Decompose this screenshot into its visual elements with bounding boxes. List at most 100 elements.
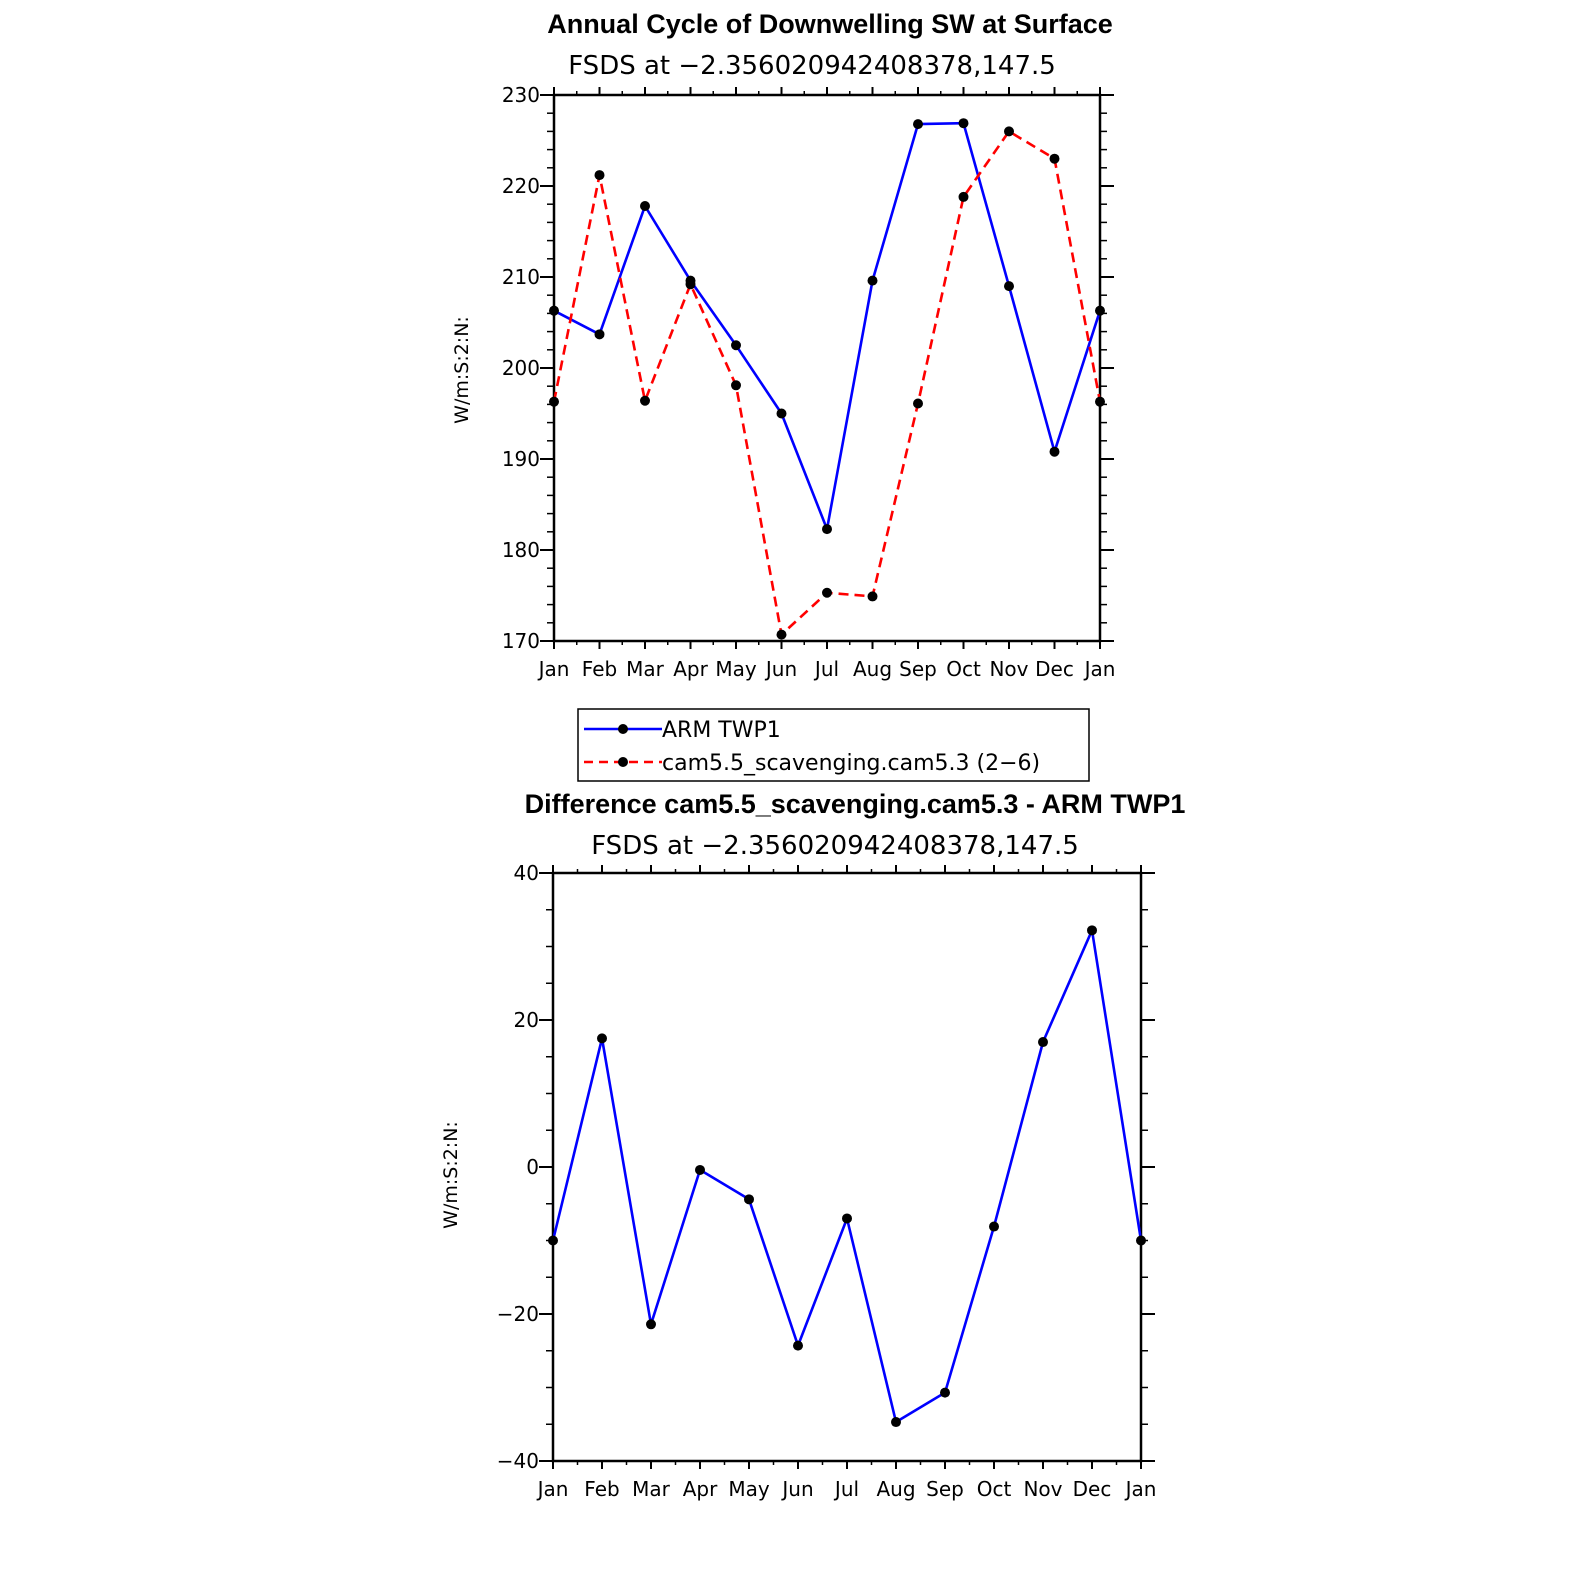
data-point — [1095, 396, 1105, 407]
plot-frame: Jan Feb Mar Apr May Jun Jul Aug Sep Oct Nov Dec Jan 1… — [502, 83, 1116, 681]
y-axis-label: W/m:S:2:N: — [440, 1121, 462, 1229]
x-tick-label: Jan — [537, 657, 570, 681]
y-tick-label: 200 — [502, 356, 540, 380]
series-group — [548, 925, 1146, 1428]
x-tick-label: Apr — [683, 1477, 718, 1501]
y-tick-label: 230 — [502, 83, 540, 107]
legend-label: cam5.5_scavenging.cam5.3 (2−6) — [662, 751, 1040, 776]
data-point — [640, 201, 650, 212]
data-point — [793, 1340, 803, 1351]
plot-frame: Jan Feb Mar Apr May Jun Jul Aug Sep Oct Nov Dec Jan −… — [497, 861, 1157, 1501]
data-point — [891, 1417, 901, 1428]
y-tick-label: 190 — [502, 447, 540, 471]
data-point — [867, 591, 878, 602]
plot-border — [552, 93, 1102, 643]
data-point — [958, 118, 969, 129]
data-point — [548, 1235, 558, 1246]
x-tick-label: Oct — [946, 657, 981, 681]
x-tick-label: Jun — [764, 657, 797, 681]
data-point — [594, 329, 605, 340]
data-point — [597, 1033, 607, 1044]
legend-swatch-marker — [618, 724, 628, 734]
x-tick-label: Oct — [977, 1477, 1012, 1501]
data-point — [822, 587, 832, 598]
y-tick-label: −20 — [497, 1302, 539, 1326]
plot-border — [551, 871, 1143, 1463]
data-point — [646, 1319, 656, 1330]
x-tick-label: Apr — [673, 657, 708, 681]
x-tick-label: Sep — [899, 657, 937, 681]
data-point — [1004, 281, 1014, 292]
x-tick-label: Aug — [853, 657, 892, 681]
x-tick-label: Jan — [1083, 657, 1116, 681]
x-tick-label: Sep — [926, 1477, 964, 1501]
chart-title: Difference cam5.5_scavenging.cam5.3 - AR… — [525, 789, 1186, 819]
y-tick-label: 0 — [526, 1155, 539, 1179]
x-tick-label: May — [715, 657, 757, 681]
data-point — [640, 395, 650, 406]
data-point — [776, 408, 787, 419]
difference-panel: Difference cam5.5_scavenging.cam5.3 - AR… — [440, 789, 1185, 1501]
x-tick-label: Dec — [1035, 657, 1074, 681]
y-tick-label: 40 — [514, 861, 539, 885]
data-point — [685, 279, 696, 290]
data-point — [695, 1164, 705, 1175]
y-axis-label: W/m:S:2:N: — [451, 316, 473, 424]
chart-title: Annual Cycle of Downwelling SW at Surfac… — [547, 9, 1113, 39]
data-point — [989, 1221, 999, 1232]
data-point — [842, 1213, 852, 1224]
data-point — [913, 119, 923, 130]
x-tick-label: May — [728, 1477, 770, 1501]
y-tick-label: −40 — [497, 1449, 539, 1473]
data-point — [958, 191, 969, 202]
data-point — [744, 1194, 754, 1205]
series-line-1 — [553, 121, 1102, 531]
data-point — [1049, 153, 1060, 164]
data-point — [776, 629, 787, 640]
series-group — [549, 118, 1105, 640]
x-tick-label: Mar — [626, 657, 665, 681]
x-tick-label: Nov — [989, 657, 1028, 681]
data-point — [1049, 446, 1060, 457]
data-point — [549, 305, 559, 316]
data-point — [731, 380, 741, 391]
x-tick-label: Feb — [584, 1477, 619, 1501]
y-tick-label: 180 — [502, 538, 540, 562]
y-tick-label: 20 — [514, 1008, 539, 1032]
data-point — [549, 396, 559, 407]
chart-subtitle: FSDS at −2.356020942408378,147.5 — [568, 51, 1056, 81]
legend-swatch-marker — [618, 757, 628, 767]
y-tick-label: 170 — [502, 629, 540, 653]
x-tick-label: Jan — [1124, 1477, 1157, 1501]
legend-label: ARM TWP1 — [662, 718, 781, 743]
legend-box — [577, 708, 1090, 782]
series-line-2 — [552, 130, 1102, 636]
x-tick-label: Feb — [582, 657, 617, 681]
x-tick-label: Jan — [536, 1477, 569, 1501]
x-tick-label: Jul — [813, 657, 839, 681]
x-tick-label: Dec — [1073, 1477, 1112, 1501]
x-tick-label: Jul — [833, 1477, 859, 1501]
y-tick-label: 220 — [502, 174, 540, 198]
x-tick-label: Aug — [876, 1477, 915, 1501]
data-point — [1136, 1235, 1146, 1246]
x-tick-label: Jun — [780, 1477, 813, 1501]
x-tick-label: Nov — [1023, 1477, 1062, 1501]
chart-subtitle: FSDS at −2.356020942408378,147.5 — [591, 831, 1079, 861]
data-point — [913, 398, 923, 409]
legend: ARM TWP1 cam5.5_scavenging.cam5.3 (2−6) — [577, 708, 1090, 782]
data-point — [1095, 305, 1105, 316]
data-point — [1087, 925, 1097, 936]
data-point — [822, 524, 832, 535]
data-point — [940, 1387, 950, 1398]
annual-cycle-panel: Annual Cycle of Downwelling SW at Surfac… — [451, 9, 1116, 782]
data-point — [731, 340, 741, 351]
data-point — [867, 275, 878, 286]
data-point — [594, 170, 605, 181]
data-point — [1038, 1037, 1048, 1048]
series-line-1 — [551, 928, 1143, 1424]
data-point — [1004, 126, 1014, 137]
x-tick-label: Mar — [632, 1477, 671, 1501]
y-tick-label: 210 — [502, 265, 540, 289]
